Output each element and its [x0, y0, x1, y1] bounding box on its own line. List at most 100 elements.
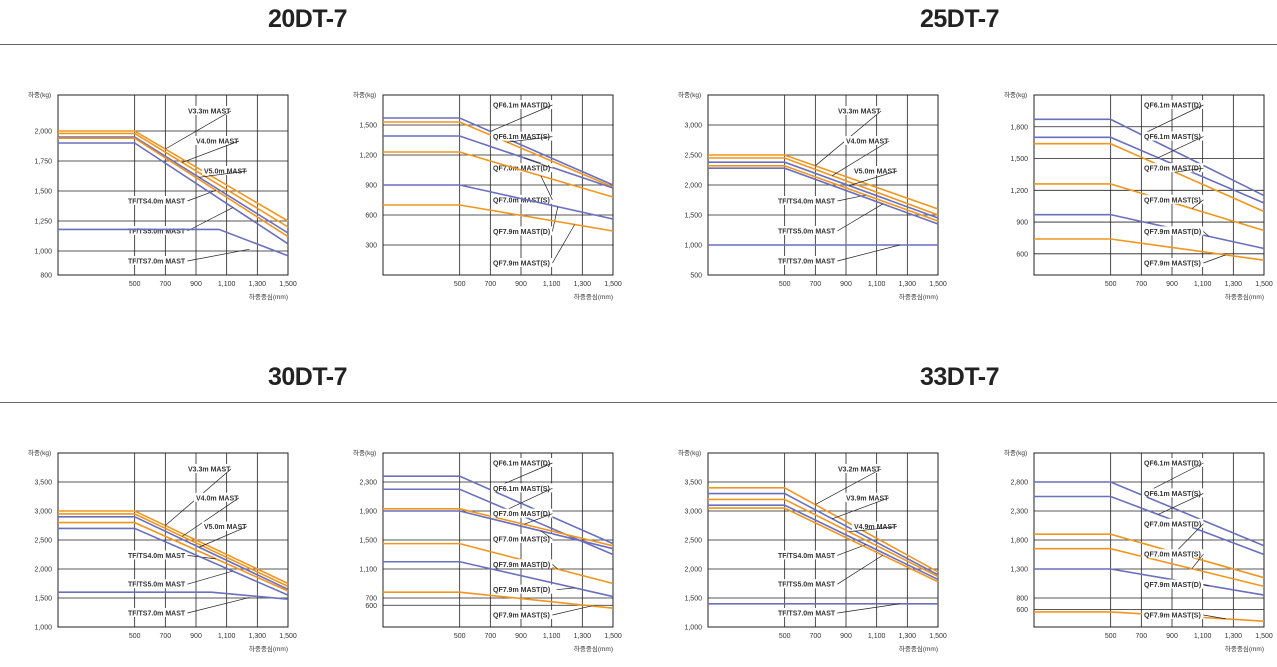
series-label: V5.0m MAST	[854, 169, 897, 176]
leader-line	[1203, 614, 1226, 620]
y-tick-label: 900	[365, 183, 377, 190]
series-label: QF7.9m MAST(D)	[1144, 229, 1201, 236]
leader-line	[182, 140, 240, 163]
series-label: QF6.1m MAST(S)	[493, 134, 550, 141]
model-title-33dt7: 33DT-7	[920, 363, 999, 391]
callout-qf7-9m-mast-d: QF7.9m MAST(D)	[491, 559, 559, 570]
series-label: QF7.0m MAST(S)	[493, 197, 550, 204]
series-line-qf6-1m-mast-d	[1034, 118, 1265, 197]
series-label: QF6.1m MAST(S)	[1144, 134, 1201, 141]
series-line-qf7-0m-mast-s	[1034, 183, 1265, 232]
y-axis-label: 하중(kg)	[678, 90, 701, 99]
series-label: QF6.1m MAST(S)	[1144, 491, 1201, 498]
y-tick-label: 2,000	[34, 567, 52, 574]
series-label-bg	[1142, 100, 1204, 109]
callout-qf7-9m-mast-s: QF7.9m MAST(S)	[1142, 254, 1226, 268]
series-label-bg	[852, 166, 897, 175]
y-tick-label: 1,000	[34, 625, 52, 632]
series-label: QF7.0m MAST(D)	[1144, 166, 1201, 173]
callout-v4-0m-mast: V4.0m MAST	[182, 136, 240, 163]
callout-tf-ts5-0m-mast: TF/TS5.0m MAST	[126, 570, 233, 589]
leader-line	[187, 248, 250, 262]
x-axis-label: 하중중심(mm)	[249, 644, 288, 653]
series-label: QF7.0m MAST(D)	[1144, 521, 1201, 528]
callout-tf-ts5-0m-mast: TF/TS5.0m MAST	[776, 203, 883, 236]
leader-line	[552, 564, 559, 570]
series-label: QF7.0m MAST(S)	[1144, 552, 1201, 559]
x-tick-label: 1,300	[1225, 281, 1243, 288]
callout-qf7-0m-mast-s: QF7.0m MAST(S)	[491, 530, 553, 544]
leader-line	[165, 110, 232, 150]
series-label-bg	[1142, 194, 1204, 204]
x-tick-label: 1,100	[218, 281, 236, 288]
series-label: V4.0m MAST	[196, 495, 239, 502]
leader-line	[507, 488, 553, 510]
leader-line	[187, 570, 233, 585]
callout-tf-ts7-0m-mast: TF/TS7.0m MAST	[126, 248, 250, 266]
leader-line	[187, 190, 217, 202]
callout-qf6-1m-mast-s: QF6.1m MAST(S)	[491, 483, 553, 510]
leader-line	[1203, 584, 1209, 587]
series-label: QF7.9m MAST(D)	[1144, 582, 1201, 589]
x-tick-label: 700	[484, 281, 496, 288]
series-label-bg	[194, 136, 239, 145]
series-line-v3-3m-mast	[708, 154, 939, 210]
callout-qf7-0m-mast-d: QF7.0m MAST(D)	[491, 508, 553, 525]
series-line-tf-ts7-0m-mast	[58, 228, 289, 257]
x-tick-label: 500	[129, 281, 141, 288]
callout-qf6-1m-mast-s: QF6.1m MAST(S)	[1142, 488, 1204, 515]
series-label-bg	[1142, 163, 1204, 173]
callout-qf6-1m-mast-d: QF6.1m MAST(D)	[1141, 100, 1204, 135]
callout-tf-ts4-0m-mast: TF/TS4.0m MAST	[776, 544, 867, 560]
x-axis-label: 하중중심(mm)	[1225, 292, 1264, 301]
series-line-qf7-9m-mast-d	[383, 542, 614, 585]
series-label-bg	[1142, 610, 1204, 619]
callout-qf6-1m-mast-d: QF6.1m MAST(D)	[490, 100, 553, 132]
y-tick-label: 1,750	[34, 159, 52, 166]
series-line-tf-ts4-0m-mast	[58, 521, 289, 592]
y-tick-label: 1,200	[359, 153, 377, 160]
leader-line	[1158, 136, 1204, 159]
series-label: QF7.9m MAST(D)	[493, 229, 550, 236]
series-label: TF/TS4.0m MAST	[778, 553, 836, 560]
leader-line	[523, 157, 553, 169]
series-label-bg	[836, 464, 881, 473]
x-tick-label: 700	[809, 281, 821, 288]
x-tick-label: 900	[840, 281, 852, 288]
series-label: TF/TS7.0m MAST	[128, 611, 186, 618]
x-tick-label: 500	[779, 281, 791, 288]
series-label: QF7.9m MAST(S)	[493, 261, 550, 268]
y-axis-label: 하중(kg)	[353, 90, 376, 99]
y-tick-label: 1,500	[359, 123, 377, 130]
x-tick-label: 900	[515, 281, 527, 288]
x-tick-label: 1,100	[543, 281, 561, 288]
series-line-qf6-1m-mast-s	[383, 488, 614, 556]
x-tick-label: 1,100	[543, 633, 561, 640]
model-title-20dt7: 20DT-7	[268, 5, 347, 33]
x-axis-label: 하중중심(mm)	[574, 644, 613, 653]
y-tick-label: 3,000	[684, 509, 702, 516]
series-label: V3.3m MAST	[838, 109, 881, 116]
y-tick-label: 3,000	[34, 509, 52, 516]
series-label: V5.0m MAST	[204, 524, 247, 531]
y-tick-label: 700	[365, 596, 377, 603]
x-tick-label: 700	[159, 281, 171, 288]
series-label: TF/TS4.0m MAST	[128, 199, 186, 206]
series-label: QF7.0m MAST(D)	[493, 511, 550, 518]
series-label-bg	[1142, 549, 1204, 559]
leader-line	[199, 170, 248, 178]
series-line-qf7-0m-mast-d	[383, 508, 614, 547]
y-tick-label: 2,500	[684, 538, 702, 545]
leader-line	[1191, 199, 1204, 209]
model-title-30dt7: 30DT-7	[268, 363, 347, 391]
x-tick-label: 500	[454, 633, 466, 640]
y-tick-label: 2,500	[34, 538, 52, 545]
callout-qf7-0m-mast-d: QF7.0m MAST(D)	[491, 157, 553, 173]
y-tick-label: 500	[690, 273, 702, 280]
y-tick-label: 1,250	[34, 219, 52, 226]
series-label-bg	[126, 196, 188, 205]
series-label-bg	[491, 508, 553, 518]
series-line-v3-3m-mast	[58, 510, 289, 585]
x-tick-label: 500	[1105, 633, 1117, 640]
